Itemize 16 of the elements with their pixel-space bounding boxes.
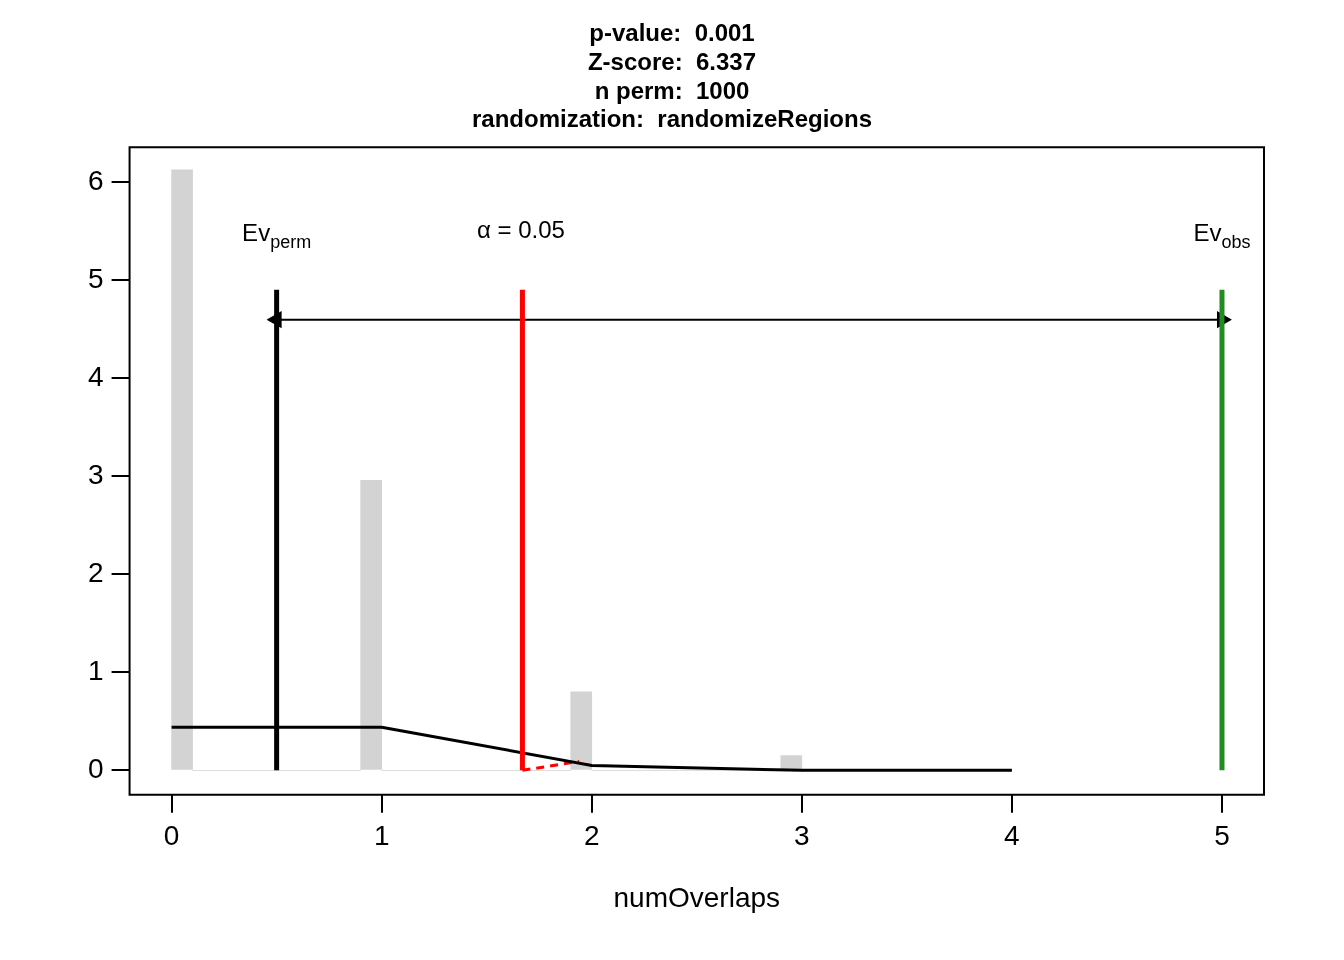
y-tick-label: 5 bbox=[87, 263, 104, 295]
y-tick-label: 2 bbox=[87, 557, 104, 589]
x-tick-label: 5 bbox=[1214, 820, 1230, 852]
y-tick-label: 0 bbox=[87, 753, 104, 785]
x-tick-label: 4 bbox=[1004, 820, 1020, 852]
annotation: α = 0.05 bbox=[476, 215, 565, 243]
x-tick-label: 1 bbox=[373, 820, 390, 852]
x-tick-label: 3 bbox=[794, 820, 810, 852]
y-tick-label: 4 bbox=[87, 361, 104, 393]
y-tick-label: 1 bbox=[87, 655, 104, 687]
x-tick-label: 2 bbox=[583, 820, 600, 852]
x-axis-title: numOverlaps bbox=[613, 881, 781, 913]
chart-title: p-value: 0.001 Z-score: 6.337 n perm: 1000 randomization: randomizeRegions bbox=[471, 19, 873, 133]
y-tick-label: 3 bbox=[87, 459, 104, 491]
y-tick-label: 6 bbox=[87, 165, 104, 197]
x-tick-label: 0 bbox=[163, 820, 180, 852]
